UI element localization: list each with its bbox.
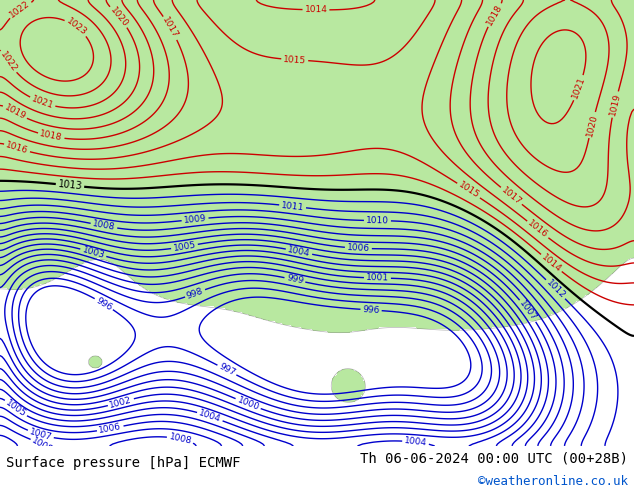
Text: 1004: 1004: [287, 245, 311, 258]
Text: 1010: 1010: [366, 216, 389, 225]
Text: 1012: 1012: [544, 278, 567, 300]
Text: 1019: 1019: [608, 92, 622, 117]
Text: 1002: 1002: [108, 395, 133, 410]
Text: 1016: 1016: [526, 219, 550, 240]
Text: 1017: 1017: [161, 16, 180, 40]
Text: 1022: 1022: [0, 50, 18, 74]
Text: 1009: 1009: [183, 214, 207, 225]
Text: 1017: 1017: [500, 185, 523, 207]
Text: 996: 996: [362, 305, 380, 315]
Text: 1019: 1019: [3, 103, 27, 122]
Text: 1008: 1008: [168, 432, 193, 446]
Text: 1014: 1014: [540, 252, 563, 274]
Text: 1023: 1023: [65, 17, 88, 37]
Text: 997: 997: [217, 362, 236, 378]
Text: 1015: 1015: [456, 180, 481, 200]
Text: ©weatheronline.co.uk: ©weatheronline.co.uk: [477, 475, 628, 488]
Text: 1015: 1015: [283, 54, 306, 65]
Text: 1018: 1018: [39, 129, 63, 143]
Text: 1021: 1021: [30, 95, 55, 111]
Text: 996: 996: [94, 295, 113, 312]
Text: 1005: 1005: [172, 240, 197, 253]
Text: 1003: 1003: [81, 245, 106, 260]
Text: 1006: 1006: [98, 422, 122, 435]
Text: 1006: 1006: [347, 243, 370, 253]
Text: 1020: 1020: [108, 5, 130, 28]
Text: 1011: 1011: [281, 200, 304, 212]
Text: 1013: 1013: [57, 179, 82, 192]
Text: 1007: 1007: [517, 299, 538, 322]
Text: 1014: 1014: [304, 5, 327, 14]
Text: 1005: 1005: [4, 398, 27, 419]
Text: 1007: 1007: [29, 427, 53, 442]
Text: Th 06-06-2024 00:00 UTC (00+28B): Th 06-06-2024 00:00 UTC (00+28B): [359, 451, 628, 465]
Text: 1022: 1022: [8, 0, 32, 20]
Text: 998: 998: [185, 286, 205, 300]
Text: 1020: 1020: [585, 113, 599, 137]
Text: 1008: 1008: [30, 436, 55, 455]
Text: 1018: 1018: [485, 3, 504, 27]
Text: 1016: 1016: [4, 141, 29, 156]
Text: 1021: 1021: [571, 75, 587, 100]
Text: 999: 999: [285, 273, 304, 286]
Text: Surface pressure [hPa] ECMWF: Surface pressure [hPa] ECMWF: [6, 456, 241, 470]
Text: 1001: 1001: [366, 273, 389, 283]
Text: 1008: 1008: [92, 220, 116, 232]
Text: 1000: 1000: [236, 395, 261, 412]
Text: 1004: 1004: [404, 436, 427, 448]
Text: 1004: 1004: [198, 409, 222, 424]
